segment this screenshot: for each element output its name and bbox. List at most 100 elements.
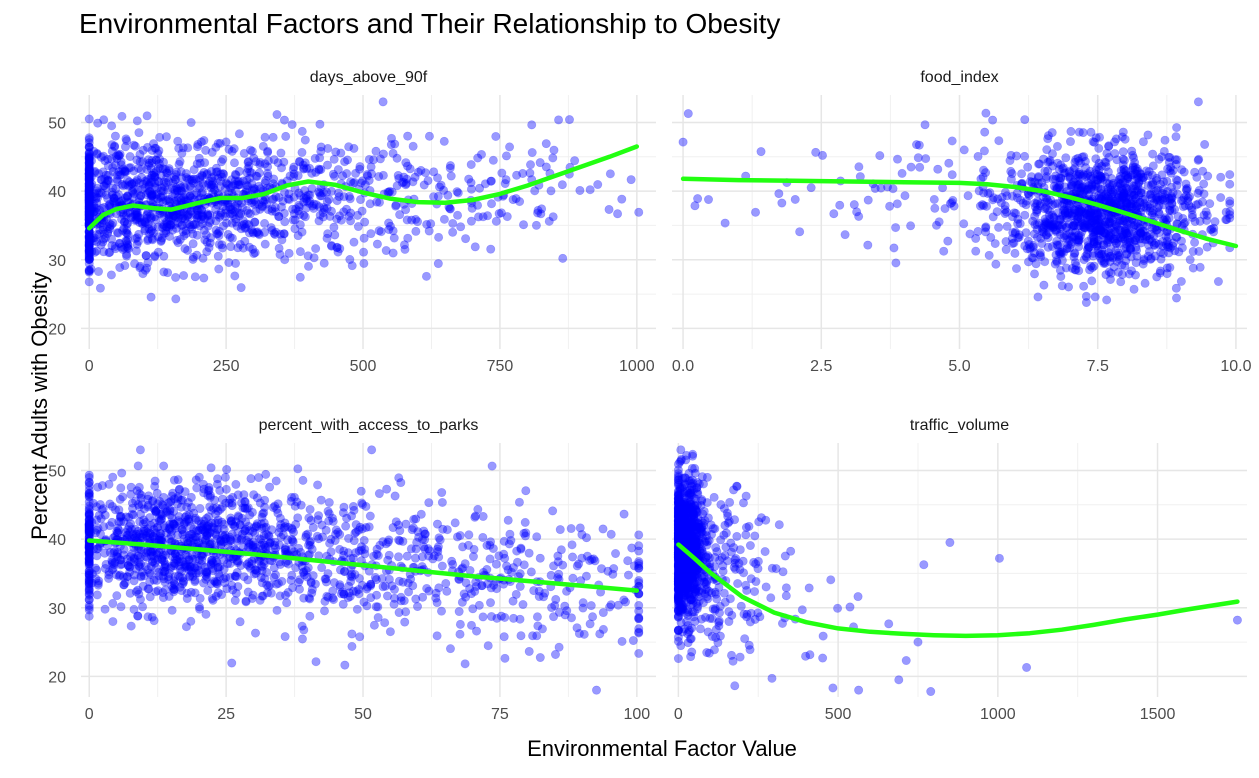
data-point (271, 570, 281, 580)
data-point (433, 544, 443, 554)
data-point (325, 538, 335, 548)
data-point (158, 222, 168, 232)
data-point (159, 220, 169, 230)
data-point (231, 214, 241, 224)
data-point (527, 120, 537, 130)
data-point (1127, 188, 1137, 198)
data-point (455, 531, 465, 541)
data-point (1120, 226, 1130, 236)
data-point (167, 491, 177, 501)
data-point (433, 259, 443, 269)
data-point (1021, 228, 1031, 238)
data-point (245, 173, 255, 183)
data-point (161, 585, 171, 595)
data-point (108, 218, 118, 228)
data-point (116, 169, 126, 179)
data-point (818, 150, 828, 160)
data-point (255, 204, 265, 214)
data-point (116, 242, 126, 252)
data-point (216, 208, 226, 218)
data-point (378, 170, 388, 180)
data-point (161, 196, 171, 206)
data-point (1157, 152, 1167, 162)
data-point (265, 538, 275, 548)
data-point (84, 179, 94, 189)
data-point (262, 588, 272, 598)
x-tick-label: 2.5 (810, 358, 832, 375)
data-point (377, 574, 387, 584)
data-point (84, 265, 94, 275)
data-point (176, 193, 186, 203)
data-point (906, 162, 916, 172)
data-point (628, 636, 638, 646)
data-point (92, 186, 102, 196)
data-point (91, 194, 101, 204)
data-point (122, 218, 132, 228)
data-point (169, 519, 179, 529)
data-point (1079, 281, 1089, 291)
data-point (108, 598, 118, 608)
data-point (150, 476, 160, 486)
data-point (320, 596, 330, 606)
data-point (177, 586, 187, 596)
data-point (497, 168, 507, 178)
data-point (1225, 179, 1235, 189)
data-point (84, 211, 94, 221)
data-point (155, 496, 165, 506)
data-point (86, 205, 96, 215)
data-point (186, 118, 196, 128)
data-point (947, 198, 957, 208)
data-point (1104, 217, 1114, 227)
data-point (84, 153, 94, 163)
data-point (149, 616, 159, 626)
data-point (149, 170, 159, 180)
data-point (189, 219, 199, 229)
data-point (219, 169, 229, 179)
data-point (1087, 263, 1097, 273)
data-point (159, 177, 169, 187)
data-point (572, 623, 582, 633)
data-point (220, 184, 230, 194)
data-point (123, 530, 133, 540)
data-point (247, 146, 257, 156)
data-point (751, 207, 761, 217)
data-point (118, 181, 128, 191)
data-point (225, 494, 235, 504)
data-point (84, 250, 94, 260)
data-point (102, 222, 112, 232)
data-point (182, 561, 192, 571)
data-point (122, 251, 132, 261)
data-point (132, 210, 142, 220)
data-point (183, 498, 193, 508)
data-point (365, 511, 375, 521)
data-point (146, 191, 156, 201)
data-point (90, 166, 100, 176)
data-point (1086, 208, 1096, 218)
data-point (120, 166, 130, 176)
data-point (98, 151, 108, 161)
data-point (93, 267, 103, 277)
data-point (328, 516, 338, 526)
data-point (140, 224, 150, 234)
data-point (180, 183, 190, 193)
data-point (87, 203, 97, 213)
data-point (1039, 280, 1049, 290)
data-point (1117, 132, 1127, 142)
data-point (86, 172, 96, 182)
data-point (229, 158, 239, 168)
data-point (92, 198, 102, 208)
data-point (153, 149, 163, 159)
data-point (254, 199, 264, 209)
data-point (234, 129, 244, 139)
data-point (95, 225, 105, 235)
data-point (344, 191, 354, 201)
data-point (121, 228, 131, 238)
data-point (577, 553, 587, 563)
data-point (891, 223, 901, 233)
data-point (508, 596, 518, 606)
data-point (136, 191, 146, 201)
data-point (446, 171, 456, 181)
facet-strip-label: food_index (920, 69, 998, 86)
data-point (555, 525, 565, 535)
